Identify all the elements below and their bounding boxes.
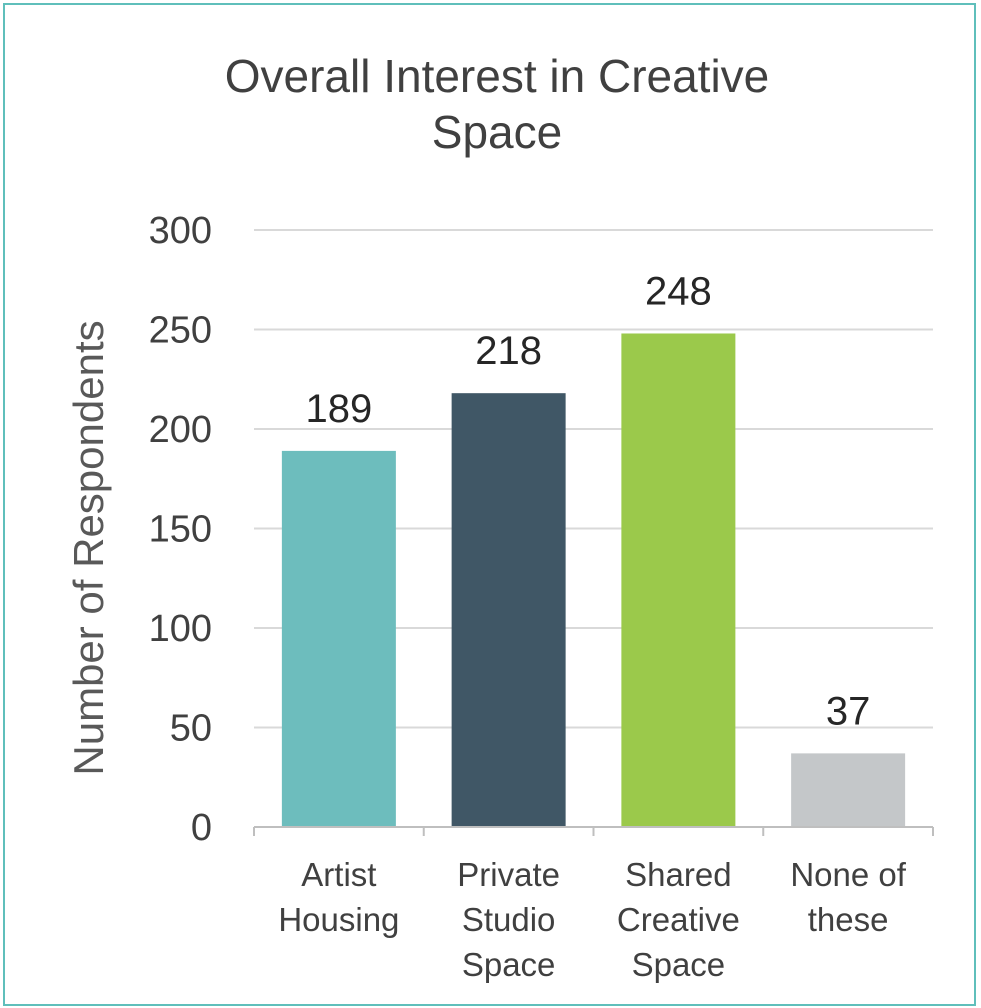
category-label: Artist xyxy=(301,856,376,893)
category-label: Creative xyxy=(617,901,740,938)
y-tick-label: 300 xyxy=(149,210,212,252)
category-label: these xyxy=(808,901,889,938)
x-axis xyxy=(253,826,934,836)
category-label: Studio xyxy=(462,901,556,938)
y-tick-label: 0 xyxy=(191,807,212,849)
y-tick-label: 250 xyxy=(149,310,212,352)
category-label: Housing xyxy=(278,901,399,938)
chart-title-line-1: Overall Interest in Creative xyxy=(225,50,770,102)
bar xyxy=(281,450,396,827)
y-tick-label: 50 xyxy=(170,708,212,750)
data-label: 248 xyxy=(645,269,712,313)
y-tick-label: 100 xyxy=(149,608,212,650)
bar xyxy=(451,393,566,827)
bar xyxy=(791,753,906,827)
category-label: Space xyxy=(462,946,556,983)
chart-title-line-2: Space xyxy=(432,106,562,158)
data-label: 218 xyxy=(475,329,542,373)
data-label: 189 xyxy=(306,387,373,431)
category-label: Shared xyxy=(625,856,731,893)
category-label: Space xyxy=(632,946,726,983)
y-tick-labels: 0 50 100 150 200 250 300 xyxy=(149,210,212,849)
category-label: Private xyxy=(457,856,560,893)
bar xyxy=(621,333,736,827)
data-label: 37 xyxy=(826,689,871,733)
y-axis-label: Number of Respondents xyxy=(65,320,112,775)
bars xyxy=(281,333,906,827)
y-tick-label: 200 xyxy=(149,409,212,451)
y-tick-label: 150 xyxy=(149,509,212,551)
data-labels: 189 218 248 37 xyxy=(306,269,871,733)
category-labels: Artist Housing Private Studio Space Shared Cre… xyxy=(278,856,906,983)
category-label: None of xyxy=(790,856,906,893)
